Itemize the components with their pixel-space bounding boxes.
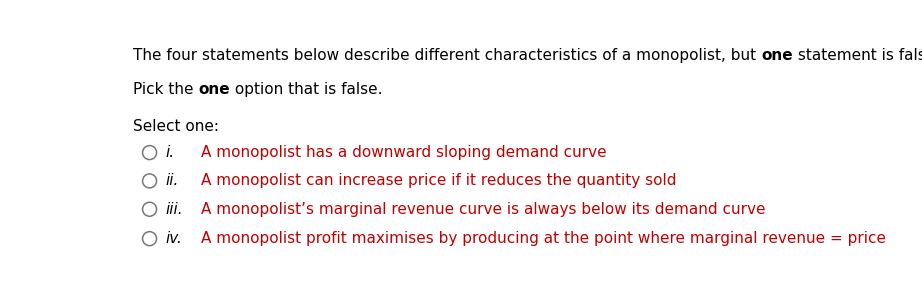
Text: Pick the: Pick the	[133, 82, 198, 97]
Text: A monopolist can increase price if it reduces the quantity sold: A monopolist can increase price if it re…	[201, 173, 677, 188]
Text: one: one	[198, 82, 230, 97]
Text: ii.: ii.	[165, 173, 179, 188]
Text: option that is false.: option that is false.	[230, 82, 383, 97]
Text: The four statements below describe different characteristics of a monopolist, bu: The four statements below describe diffe…	[133, 48, 762, 63]
Text: Select one:: Select one:	[133, 119, 219, 134]
Text: A monopolist profit maximises by producing at the point where marginal revenue =: A monopolist profit maximises by produci…	[201, 231, 886, 246]
Text: statement is false.: statement is false.	[793, 48, 922, 63]
Text: A monopolist has a downward sloping demand curve: A monopolist has a downward sloping dema…	[201, 145, 607, 160]
Text: A monopolist’s marginal revenue curve is always below its demand curve: A monopolist’s marginal revenue curve is…	[201, 202, 765, 217]
Text: iv.: iv.	[165, 231, 183, 246]
Text: i.: i.	[165, 145, 174, 160]
Text: one: one	[762, 48, 793, 63]
Text: iii.: iii.	[165, 202, 183, 217]
